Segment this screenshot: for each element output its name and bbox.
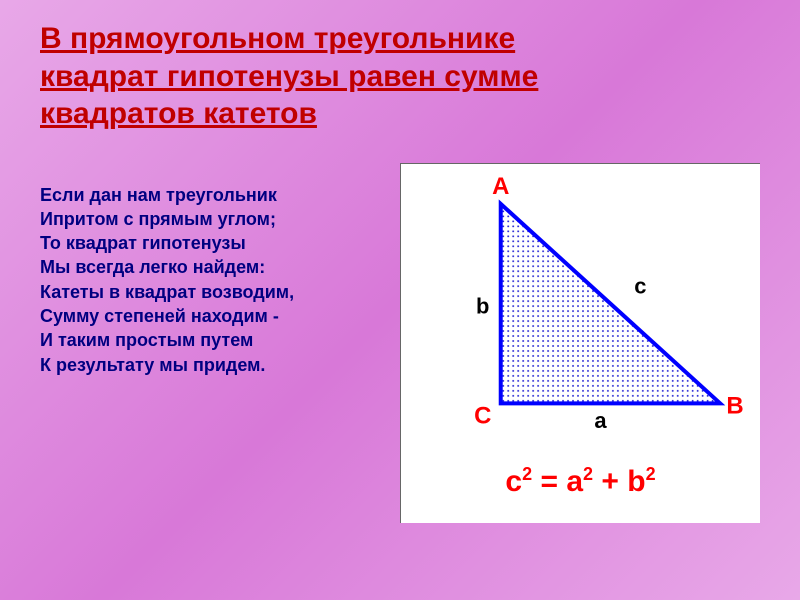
slide: В прямоугольном треугольнике квадрат гип… bbox=[0, 0, 800, 600]
vertex-b-label: B bbox=[726, 392, 743, 419]
title: В прямоугольном треугольнике квадрат гип… bbox=[40, 20, 760, 133]
vertex-c-label: C bbox=[474, 402, 491, 429]
poem-line: Ипритом с прямым углом; bbox=[40, 207, 370, 231]
poem-line: То квадрат гипотенузы bbox=[40, 231, 370, 255]
triangle-shape bbox=[501, 203, 720, 402]
poem-line: Если дан нам треугольник bbox=[40, 183, 370, 207]
poem-line: И таким простым путем bbox=[40, 328, 370, 352]
formula-sup: 2 bbox=[646, 464, 656, 484]
side-a-label: a bbox=[594, 408, 607, 433]
formula-sup: 2 bbox=[522, 464, 532, 484]
poem-line: К результату мы придем. bbox=[40, 353, 370, 377]
side-c-label: c bbox=[634, 273, 646, 298]
formula-eq: = bbox=[532, 465, 566, 498]
triangle-diagram: A B C b c a c2 = a2 + b2 bbox=[400, 163, 760, 523]
formula-plus: + bbox=[593, 465, 627, 498]
formula-a: a bbox=[566, 465, 583, 498]
formula-b: b bbox=[627, 465, 645, 498]
content-row: Если дан нам треугольник Ипритом с прямы… bbox=[40, 163, 760, 523]
poem-line: Катеты в квадрат возводим, bbox=[40, 280, 370, 304]
title-line-1: В прямоугольном треугольнике bbox=[40, 22, 515, 55]
formula-sup: 2 bbox=[583, 464, 593, 484]
vertex-a-label: A bbox=[492, 172, 509, 199]
poem-line: Сумму степеней находим - bbox=[40, 304, 370, 328]
formula-c: c bbox=[505, 465, 522, 498]
poem-block: Если дан нам треугольник Ипритом с прямы… bbox=[40, 183, 370, 377]
title-line-3: квадратов катетов bbox=[40, 97, 317, 130]
formula: c2 = a2 + b2 bbox=[401, 464, 760, 499]
title-line-2: квадрат гипотенузы равен сумме bbox=[40, 60, 538, 93]
poem-line: Мы всегда легко найдем: bbox=[40, 255, 370, 279]
side-b-label: b bbox=[476, 293, 489, 318]
